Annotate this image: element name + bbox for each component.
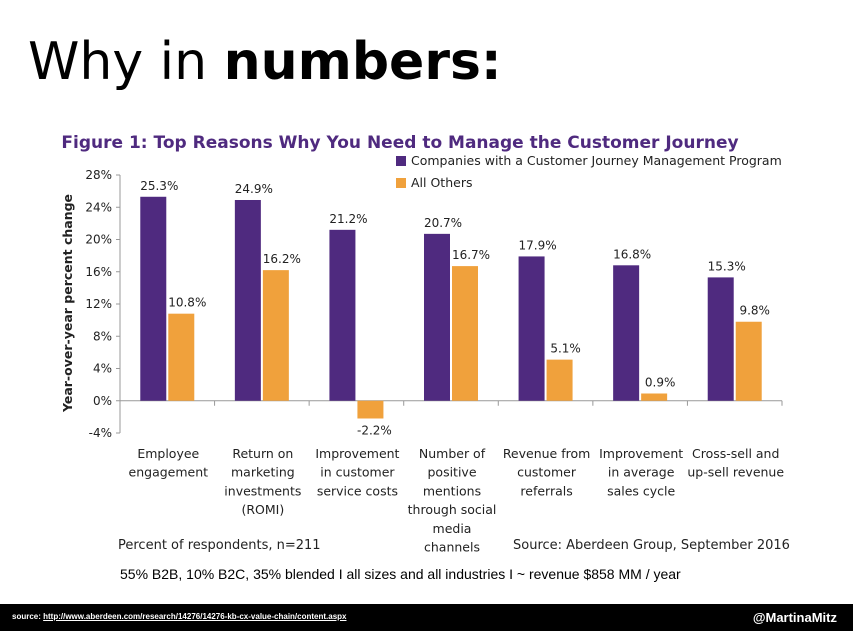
bar [234, 199, 261, 401]
data-label: 21.2% [329, 212, 367, 226]
data-label: 9.8% [739, 304, 770, 318]
y-tick-label: 28% [85, 168, 112, 182]
y-tick-label: 24% [85, 200, 112, 214]
y-tick-label: 4% [93, 362, 112, 376]
bar [140, 196, 167, 401]
bar [735, 321, 762, 401]
x-category-label: Revenue from [503, 446, 591, 461]
data-label: 5.1% [550, 342, 581, 356]
x-category-label: mentions [423, 483, 481, 498]
legend-swatch [396, 178, 406, 188]
y-tick-label: 8% [93, 329, 112, 343]
x-category-label: Employee [137, 446, 199, 461]
x-category-label: engagement [129, 465, 209, 480]
x-category-label: channels [424, 540, 480, 555]
x-category-label: Cross-sell and [692, 446, 779, 461]
y-tick-label: -4% [89, 426, 112, 440]
data-label: 0.9% [645, 375, 676, 389]
x-category-label: Improvement [315, 446, 399, 461]
data-label: 17.9% [519, 238, 557, 252]
x-category-label: media [433, 521, 472, 536]
bar [641, 393, 668, 401]
data-label: 15.3% [708, 259, 746, 273]
bar-chart: Figure 1: Top Reasons Why You Need to Ma… [60, 133, 784, 555]
x-category-label: sales cycle [607, 483, 675, 498]
slide-title-bold: numbers: [223, 32, 502, 92]
x-category-label: service costs [317, 483, 398, 498]
bar [424, 233, 450, 401]
x-category-label: Number of [419, 446, 486, 461]
data-label: -2.2% [357, 423, 392, 437]
y-tick-label: 16% [85, 265, 112, 279]
data-label: 16.8% [613, 247, 651, 261]
chart-note-respondents: Percent of respondents, n=211 [118, 538, 321, 553]
chart-note-source: Source: Aberdeen Group, September 2016 [513, 538, 790, 553]
bar [707, 277, 734, 401]
bar [262, 270, 289, 401]
slide-title: Why in numbers: [28, 26, 502, 98]
source-text: source: http://www.aberdeen.com/research… [12, 612, 347, 621]
bar [518, 256, 545, 401]
legend-label: All Others [411, 175, 472, 190]
x-category-label: customer [517, 465, 577, 480]
bar [613, 265, 640, 401]
bottom-bar: source: http://www.aberdeen.com/research… [0, 604, 853, 631]
bar [452, 266, 478, 401]
bar [168, 313, 195, 401]
source-link[interactable]: http://www.aberdeen.com/research/14276/1… [43, 612, 347, 621]
data-label: 16.2% [263, 252, 301, 266]
bar [329, 229, 356, 401]
data-label: 20.7% [424, 216, 462, 230]
x-category-label: Improvement [599, 446, 683, 461]
source-label: source: [12, 612, 44, 621]
x-category-label: up-sell revenue [687, 465, 784, 480]
chart-title: Figure 1: Top Reasons Why You Need to Ma… [61, 133, 738, 153]
x-category-label: investments [224, 483, 301, 498]
y-axis-label: Year-over-year percent change [60, 194, 75, 413]
x-category-label: Return on [232, 446, 293, 461]
y-tick-label: 12% [85, 297, 112, 311]
y-tick-label: 20% [85, 233, 112, 247]
x-category-label: marketing [231, 465, 295, 480]
author-handle: @MartinaMitz [752, 610, 837, 625]
x-category-label: referrals [520, 483, 572, 498]
y-tick-label: 0% [93, 394, 112, 408]
x-category-label: in customer [320, 465, 395, 480]
slide-title-normal: Why in [28, 32, 224, 92]
x-category-label: in average [608, 465, 675, 480]
data-label: 25.3% [140, 179, 178, 193]
bar [357, 400, 384, 419]
legend-swatch [396, 156, 406, 166]
sample-note: 55% B2B, 10% B2C, 35% blended I all size… [120, 566, 681, 582]
x-category-label: positive [427, 465, 476, 480]
data-label: 10.8% [168, 296, 206, 310]
legend-label: Companies with a Customer Journey Manage… [411, 153, 782, 168]
x-category-label: (ROMI) [241, 502, 284, 517]
data-label: 16.7% [452, 248, 490, 262]
x-category-label: through social [408, 502, 497, 517]
bar [546, 359, 573, 401]
data-label: 24.9% [235, 182, 273, 196]
